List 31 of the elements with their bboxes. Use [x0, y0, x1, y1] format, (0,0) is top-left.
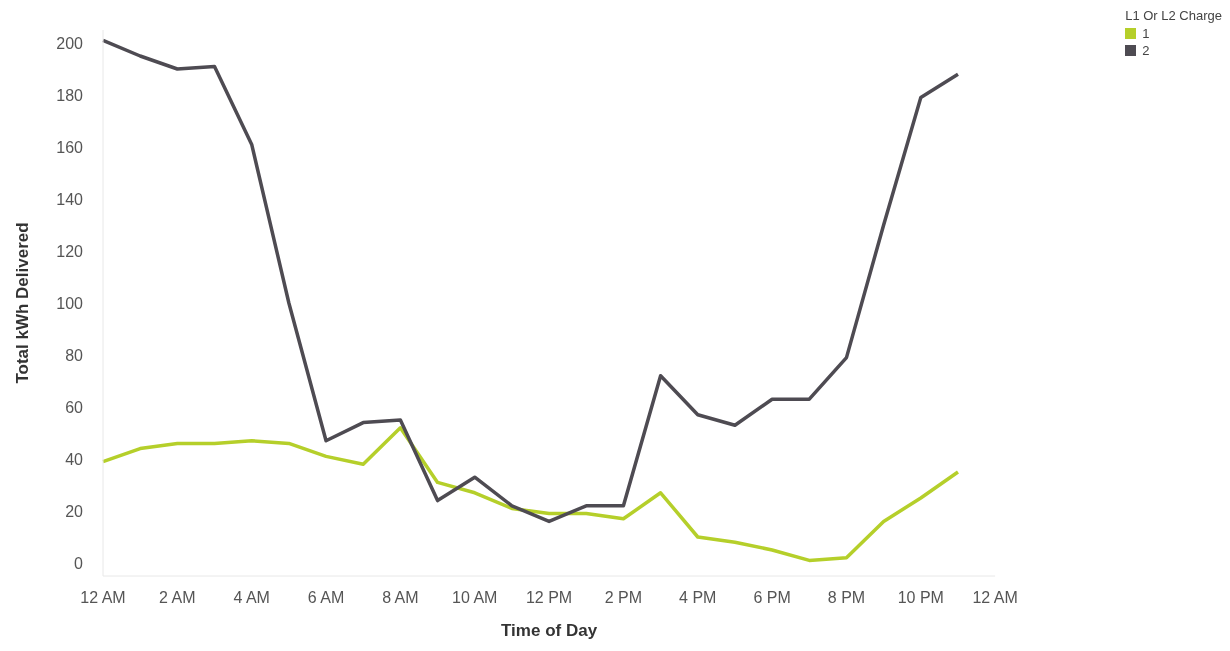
y-tick-label: 160 — [56, 138, 84, 156]
legend-label: 1 — [1142, 25, 1150, 42]
y-tick-label: 20 — [65, 502, 84, 520]
legend-label: 2 — [1142, 42, 1150, 59]
x-tick-label: 12 AM — [80, 589, 126, 607]
y-tick-label: 0 — [74, 554, 84, 572]
x-tick-label: 4 PM — [679, 589, 717, 607]
y-axis-title: Total kWh Delivered — [13, 222, 33, 384]
x-tick-label: 6 AM — [307, 589, 345, 607]
x-tick-label: 12 PM — [525, 589, 573, 607]
y-tick-label: 200 — [56, 34, 84, 52]
x-tick-label: 2 AM — [159, 589, 196, 607]
y-tick-label: 80 — [65, 346, 84, 364]
y-tick-label: 180 — [56, 86, 84, 104]
x-tick-label: 10 PM — [897, 589, 944, 607]
x-tick-label: 10 AM — [452, 589, 498, 607]
x-tick-label: 8 PM — [827, 589, 866, 607]
x-tick-label: 12 AM — [972, 589, 1018, 607]
legend-title: L1 Or L2 Charge — [1125, 8, 1222, 23]
x-tick-label: 4 AM — [233, 589, 270, 607]
x-tick-label: 8 AM — [382, 589, 419, 607]
x-tick-label: 6 PM — [753, 589, 791, 607]
x-axis-title: Time of Day — [501, 621, 598, 640]
x-tick-label: 2 PM — [604, 589, 643, 607]
y-tick-label: 120 — [56, 242, 84, 260]
y-tick-label: 140 — [56, 190, 84, 208]
y-tick-label: 40 — [65, 450, 84, 468]
y-tick-label: 60 — [65, 398, 84, 416]
line-series — [101, 38, 960, 524]
y-tick-label: 100 — [56, 294, 84, 312]
line-series — [101, 426, 960, 563]
